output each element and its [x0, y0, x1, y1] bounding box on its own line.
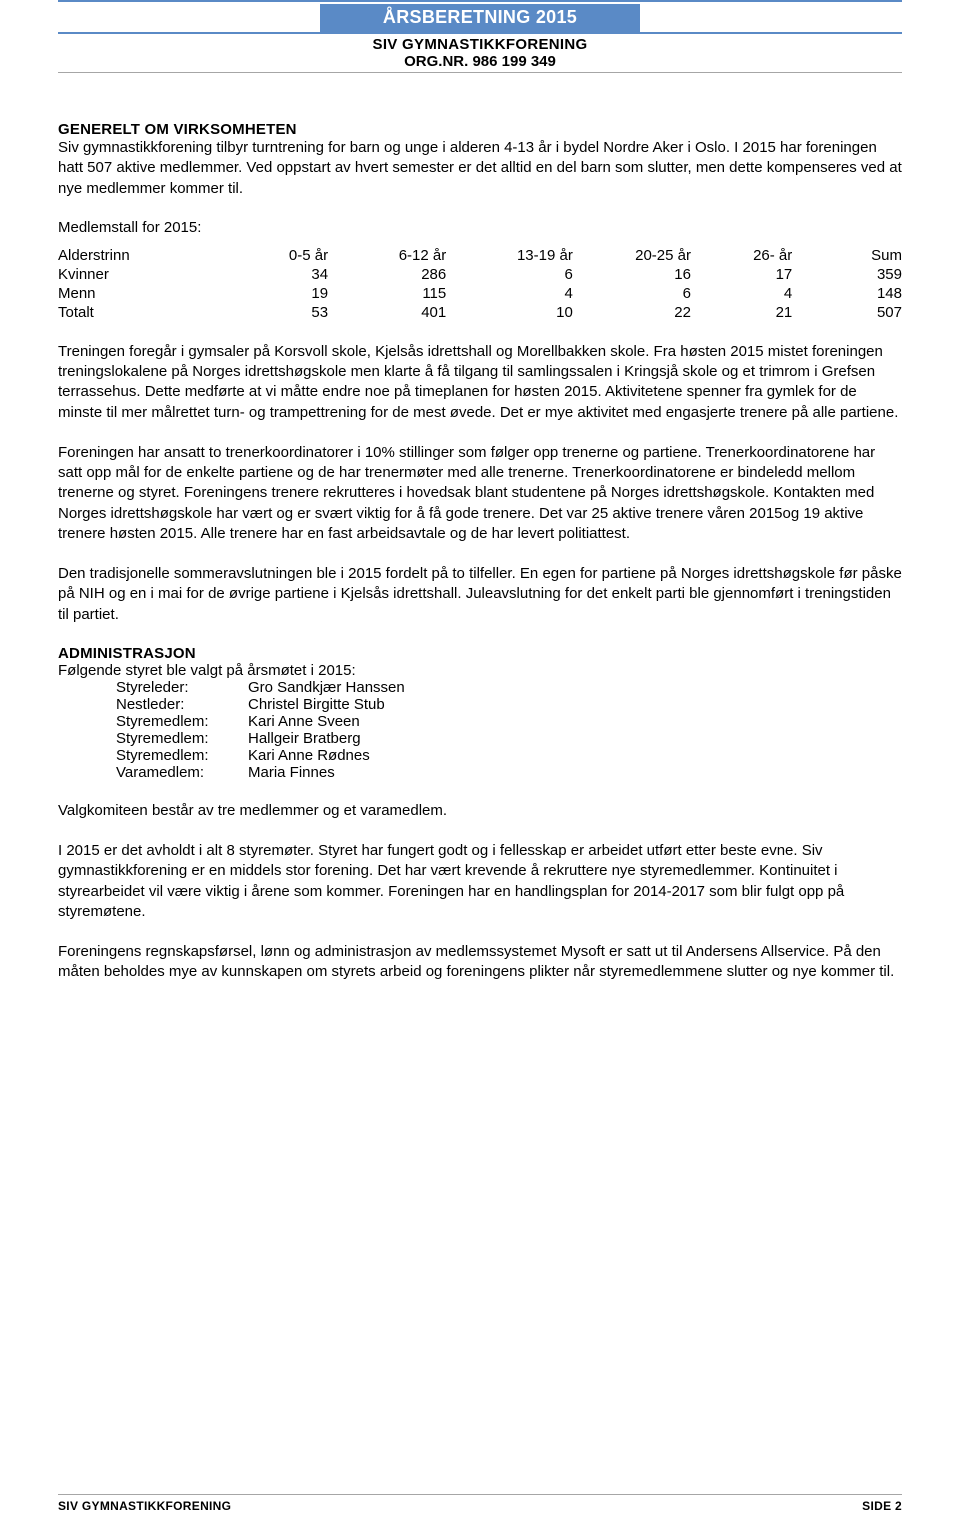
row-label: Menn: [58, 284, 218, 303]
table-row: Totalt 53 401 10 22 21 507: [58, 303, 902, 322]
cell: 6: [446, 265, 573, 284]
paragraph-summer: Den tradisjonelle sommeravslutningen ble…: [58, 564, 902, 625]
admin-role: Styreleder:: [116, 679, 248, 696]
admin-intro: Følgende styret ble valgt på årsmøtet i …: [58, 662, 902, 679]
org-name: SIV GYMNASTIKKFORENING: [58, 36, 902, 53]
list-item: Varamedlem: Maria Finnes: [58, 764, 902, 781]
col-header: 13-19 år: [446, 246, 573, 265]
table-header-row: Alderstrinn 0-5 år 6-12 år 13-19 år 20-2…: [58, 246, 902, 265]
admin-role: Nestleder:: [116, 696, 248, 713]
paragraph-training: Treningen foregår i gymsaler på Korsvoll…: [58, 342, 902, 423]
paragraph-intro: Siv gymnastikkforening tilbyr turntrenin…: [58, 138, 902, 199]
cell: 507: [792, 303, 902, 322]
table-row: Menn 19 115 4 6 4 148: [58, 284, 902, 303]
list-item: Styremedlem: Kari Anne Rødnes: [58, 747, 902, 764]
cell: 53: [218, 303, 328, 322]
admin-name: Gro Sandkjær Hanssen: [248, 679, 405, 696]
admin-name: Maria Finnes: [248, 764, 335, 781]
section-heading-admin: ADMINISTRASJON: [58, 645, 902, 662]
table-intro: Medlemstall for 2015:: [58, 219, 902, 236]
admin-role: Styremedlem:: [116, 713, 248, 730]
member-table: Alderstrinn 0-5 år 6-12 år 13-19 år 20-2…: [58, 246, 902, 322]
cell: 401: [328, 303, 446, 322]
page-footer: SIV GYMNASTIKKFORENING SIDE 2: [58, 1499, 902, 1513]
cell: 16: [573, 265, 691, 284]
col-header: 26- år: [691, 246, 792, 265]
cell: 22: [573, 303, 691, 322]
cell: 115: [328, 284, 446, 303]
list-item: Styremedlem: Hallgeir Bratberg: [58, 730, 902, 747]
cell: 17: [691, 265, 792, 284]
list-item: Styreleder: Gro Sandkjær Hanssen: [58, 679, 902, 696]
org-number: ORG.NR. 986 199 349: [58, 53, 902, 70]
row-label: Totalt: [58, 303, 218, 322]
admin-role: Styremedlem:: [116, 747, 248, 764]
admin-role: Varamedlem:: [116, 764, 248, 781]
paragraph-valgkomite: Valgkomiteen består av tre medlemmer og …: [58, 801, 902, 821]
paragraph-regnskap: Foreningens regnskapsførsel, lønn og adm…: [58, 942, 902, 983]
admin-name: Hallgeir Bratberg: [248, 730, 361, 747]
cell: 4: [691, 284, 792, 303]
admin-name: Kari Anne Rødnes: [248, 747, 370, 764]
col-header: 20-25 år: [573, 246, 691, 265]
list-item: Styremedlem: Kari Anne Sveen: [58, 713, 902, 730]
section-heading-generelt: GENERELT OM VIRKSOMHETEN: [58, 121, 902, 138]
cell: 19: [218, 284, 328, 303]
cell: 34: [218, 265, 328, 284]
admin-name: Christel Birgitte Stub: [248, 696, 385, 713]
cell: 359: [792, 265, 902, 284]
paragraph-coordinators: Foreningen har ansatt to trenerkoordinat…: [58, 443, 902, 544]
report-title-band: ÅRSBERETNING 2015: [320, 4, 640, 32]
document-page: ÅRSBERETNING 2015 SIV GYMNASTIKKFORENING…: [0, 0, 960, 1531]
admin-list: Styreleder: Gro Sandkjær Hanssen Nestled…: [58, 679, 902, 781]
cell: 21: [691, 303, 792, 322]
col-header: Sum: [792, 246, 902, 265]
list-item: Nestleder: Christel Birgitte Stub: [58, 696, 902, 713]
row-label: Kvinner: [58, 265, 218, 284]
admin-name: Kari Anne Sveen: [248, 713, 360, 730]
footer-org: SIV GYMNASTIKKFORENING: [58, 1499, 231, 1513]
cell: 10: [446, 303, 573, 322]
footer-page-number: SIDE 2: [862, 1499, 902, 1513]
col-header: Alderstrinn: [58, 246, 218, 265]
col-header: 6-12 år: [328, 246, 446, 265]
cell: 4: [446, 284, 573, 303]
footer-rule: [58, 1494, 902, 1495]
document-content: GENERELT OM VIRKSOMHETEN Siv gymnastikkf…: [58, 73, 902, 983]
header-top-rule: [58, 0, 902, 2]
col-header: 0-5 år: [218, 246, 328, 265]
header-bottom-rule: [58, 32, 902, 34]
cell: 6: [573, 284, 691, 303]
cell: 148: [792, 284, 902, 303]
paragraph-styremoter: I 2015 er det avholdt i alt 8 styremøter…: [58, 841, 902, 922]
table-row: Kvinner 34 286 6 16 17 359: [58, 265, 902, 284]
admin-role: Styremedlem:: [116, 730, 248, 747]
cell: 286: [328, 265, 446, 284]
